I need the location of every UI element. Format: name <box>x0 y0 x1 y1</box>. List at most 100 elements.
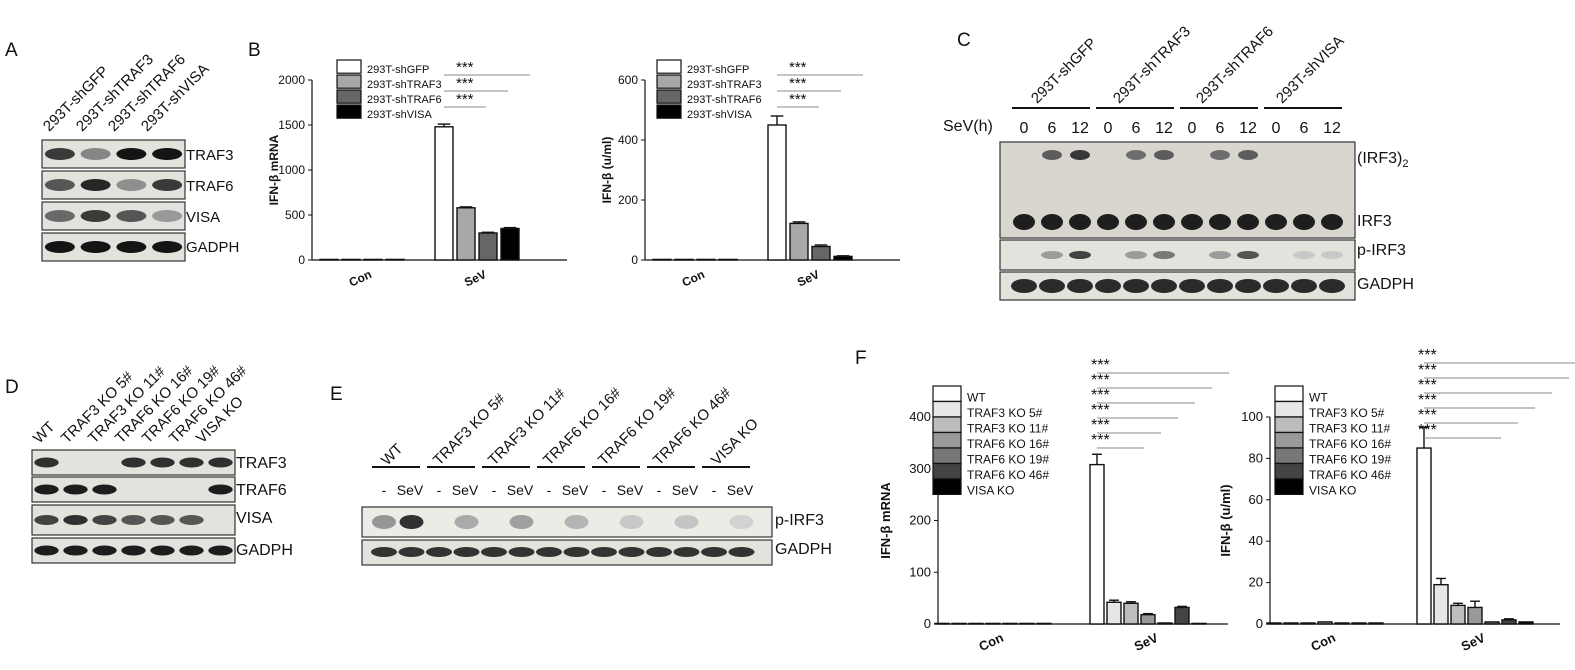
legend-label: TRAF3 KO 5# <box>1309 406 1385 420</box>
blot-band <box>1319 279 1345 293</box>
blot-band <box>150 457 175 468</box>
bar <box>1317 621 1333 625</box>
legend-swatch <box>1274 400 1304 418</box>
bar <box>1501 619 1517 625</box>
y-tick-label: 0 <box>1256 616 1263 631</box>
blot-band <box>1237 214 1259 230</box>
panel-letter-b: B <box>248 40 261 61</box>
blot-band <box>701 547 727 557</box>
bar <box>1123 602 1139 625</box>
blot-band <box>1263 279 1289 293</box>
y-tick-label: 200 <box>618 193 638 207</box>
significance-label: *** <box>789 91 807 108</box>
blot-band <box>116 148 147 160</box>
time-tick: 12 <box>1239 120 1257 137</box>
legend-label: 293T-shTRAF3 <box>687 79 762 91</box>
blot-band <box>1042 150 1062 160</box>
blot-label: VISA <box>236 510 273 527</box>
lane-label: 293T-shTRAF3 <box>1109 23 1194 107</box>
bar <box>1484 621 1500 625</box>
blot-label: (IRF3)2 <box>1357 150 1409 171</box>
time-tick: 0 <box>1104 120 1113 137</box>
blot-band <box>208 545 233 556</box>
lane-label: 293T-shTRAF6 <box>1192 23 1277 107</box>
time-tick: 6 <box>1300 120 1309 137</box>
blot-band <box>1011 279 1037 293</box>
bar <box>1019 622 1035 625</box>
chart-f-ifn-protein: 0 20 40 60 80 100 IFN-β (u/ml) Con SeV WT TRAF3 KO… <box>1218 347 1575 654</box>
legend-swatch <box>1274 447 1304 464</box>
bar <box>767 124 787 261</box>
legend-label: WT <box>1309 390 1328 404</box>
bar <box>833 255 853 261</box>
blot-band <box>619 515 644 529</box>
bar <box>1433 583 1449 625</box>
significance-label: *** <box>1091 402 1110 419</box>
bar <box>1036 622 1052 625</box>
blot-band <box>1069 214 1091 230</box>
bar <box>1157 622 1173 625</box>
x-tick-label: SeV <box>1459 630 1488 654</box>
blot-label: TRAF3 <box>186 147 234 164</box>
blot-strips <box>41 139 186 262</box>
blot-band <box>536 547 562 557</box>
time-tick: 6 <box>1048 120 1057 137</box>
blot-band <box>508 547 535 557</box>
legend-label: TRAF6 KO 19# <box>1309 452 1391 466</box>
blot-label: GADPH <box>236 542 293 559</box>
blot-band <box>92 515 117 525</box>
blot-band <box>179 545 204 556</box>
y-tick-label: 2000 <box>278 73 305 87</box>
blot-band <box>179 515 204 525</box>
bar <box>1450 604 1466 625</box>
lane-label: 293T-shGFP <box>1027 34 1101 107</box>
blot-band <box>63 484 88 495</box>
blot-label: GADPH <box>775 541 832 558</box>
significance-label: *** <box>1091 357 1110 374</box>
legend-label: TRAF6 KO 16# <box>1309 437 1391 451</box>
bar <box>934 622 950 625</box>
blot-band <box>92 484 117 495</box>
y-tick-label: 100 <box>1241 409 1263 424</box>
x-tick-label: SeV <box>462 267 488 289</box>
legend-label: TRAF3 KO 11# <box>967 421 1048 435</box>
bar <box>968 622 984 625</box>
blot-band <box>80 148 111 160</box>
y-tick-label: 200 <box>909 513 931 528</box>
significance-label: *** <box>1418 362 1437 379</box>
blot-band <box>1126 150 1146 160</box>
blot-band <box>208 484 233 495</box>
significance-label: *** <box>1091 372 1110 389</box>
condition-tick: - <box>602 482 607 498</box>
significance-label: *** <box>1091 432 1110 449</box>
bar <box>789 222 809 261</box>
blot-band <box>1154 150 1174 160</box>
bar <box>456 207 476 261</box>
y-tick-label: 100 <box>909 564 931 579</box>
bar <box>1351 622 1367 625</box>
legend-swatch <box>1274 478 1304 495</box>
blot-band <box>34 457 59 468</box>
condition-tick: SeV <box>397 482 424 498</box>
blot-band <box>1125 251 1147 259</box>
bar <box>951 622 967 625</box>
blot-strips: 0 6 12 0 6 12 0 6 12 0 6 12 <box>999 107 1356 301</box>
condition-tick: - <box>547 482 552 498</box>
legend-label: TRAF6 KO 16# <box>967 437 1049 451</box>
x-tick-label: Con <box>976 630 1005 654</box>
blot-band <box>92 545 117 556</box>
y-tick-label: 400 <box>909 409 931 424</box>
legend-label: 293T-shGFP <box>687 64 749 76</box>
legend-label: 293T-shGFP <box>367 64 429 76</box>
blot-band <box>152 210 183 222</box>
legend-swatch <box>336 74 362 89</box>
blot-label: IRF3 <box>1357 213 1392 230</box>
blot-label: VISA <box>186 209 221 226</box>
panel-letter-a: A <box>5 40 18 61</box>
bar <box>718 258 738 261</box>
blot-band <box>152 179 183 191</box>
blot-band <box>150 545 175 556</box>
bar <box>1283 622 1299 625</box>
condition-tick: SeV <box>727 482 754 498</box>
blot-band <box>152 148 183 160</box>
